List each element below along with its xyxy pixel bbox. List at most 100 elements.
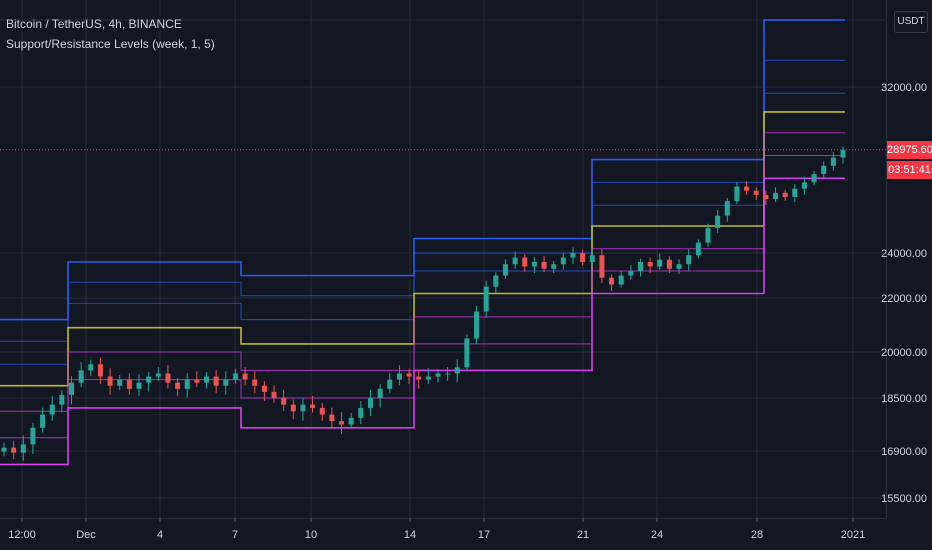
- price-tick-label: 16900.00: [881, 446, 927, 458]
- price-axis[interactable]: 332000.0024000.0022000.0020000.0018500.0…: [881, 15, 927, 505]
- sr-level-line: [0, 19, 845, 321]
- time-tick-label: 14: [404, 529, 416, 541]
- candle-body: [580, 253, 586, 262]
- candle-body: [744, 186, 750, 191]
- candle-body: [772, 192, 778, 200]
- candle-body: [126, 379, 132, 389]
- candle-body: [175, 382, 181, 389]
- candle-body: [271, 391, 277, 398]
- price-tick-label: 20000.00: [881, 347, 927, 359]
- candle-body: [59, 394, 65, 405]
- candle-body: [502, 264, 508, 276]
- candle-body: [676, 264, 682, 269]
- candle-body: [618, 275, 624, 285]
- candle-body: [194, 379, 200, 383]
- candle-body: [734, 186, 740, 202]
- candle-body: [184, 379, 190, 389]
- candle-body: [628, 271, 634, 276]
- candle-body: [406, 373, 412, 377]
- candle-body: [416, 376, 422, 380]
- candle-body: [551, 264, 557, 269]
- candle-body: [261, 385, 267, 392]
- candle-body: [724, 201, 730, 216]
- sr-level-line: [0, 59, 845, 342]
- candle-body: [821, 165, 827, 175]
- candle-body: [107, 376, 113, 386]
- candle-body: [155, 373, 161, 377]
- time-tick-label: 4: [157, 529, 163, 541]
- candle-body: [483, 286, 489, 312]
- candle-body: [531, 262, 537, 267]
- candle-body: [252, 379, 258, 386]
- time-axis[interactable]: 12:00 Dec 4 7 10 14 17 21 24 28 2021: [8, 518, 865, 541]
- candle-body: [811, 174, 817, 183]
- indicator-title[interactable]: Support/Resistance Levels (week, 1, 5): [6, 37, 215, 51]
- candle-body: [1, 447, 7, 452]
- candle-body: [146, 376, 152, 383]
- candle-body: [40, 414, 46, 428]
- candle-body: [300, 404, 306, 412]
- candle-body: [223, 379, 229, 386]
- candle-body: [637, 262, 643, 271]
- candle-body: [425, 376, 431, 380]
- candle-body: [840, 149, 846, 158]
- price-tick-label: 22000.00: [881, 293, 927, 305]
- candle-body: [541, 262, 547, 269]
- candle-body: [695, 242, 701, 256]
- time-tick-label: 7: [232, 529, 238, 541]
- candle-body: [213, 376, 219, 386]
- candle-body: [69, 382, 75, 395]
- candle-body: [715, 215, 721, 229]
- candle-body: [20, 444, 26, 453]
- candle-body: [319, 407, 325, 415]
- current-price-label: 28975.60: [887, 140, 932, 159]
- candle-body: [11, 447, 17, 453]
- candle-body: [753, 190, 759, 195]
- sr-level-line: [0, 132, 845, 412]
- candle-body: [435, 373, 441, 377]
- candle-body: [464, 338, 470, 368]
- time-tick-label: 28: [751, 529, 763, 541]
- price-tick-label: 15500.00: [881, 493, 927, 505]
- candle-body: [474, 311, 480, 339]
- candle-body: [801, 182, 807, 189]
- candle-body: [387, 379, 393, 389]
- time-tick-label: 2021: [841, 529, 865, 541]
- candle-body: [232, 373, 238, 380]
- time-tick-label: 24: [651, 529, 663, 541]
- candle-body: [358, 407, 364, 418]
- candle-body: [445, 373, 451, 375]
- candle-body: [290, 404, 296, 412]
- chart-grid: [0, 0, 886, 518]
- candle-body: [396, 373, 402, 380]
- candle-body: [560, 257, 566, 265]
- candle-body: [647, 262, 653, 267]
- sr-level-line: [0, 155, 845, 439]
- candle-body: [136, 382, 142, 389]
- candle-body: [512, 257, 518, 265]
- candle-body: [242, 373, 248, 380]
- candle-body: [88, 364, 94, 371]
- candle-body: [329, 414, 335, 422]
- time-tick-label: 12:00: [8, 529, 36, 541]
- candle-body: [30, 427, 36, 445]
- candle-body: [792, 188, 798, 197]
- time-tick-label: Dec: [76, 529, 96, 541]
- candle-body: [782, 192, 788, 197]
- support-resistance-levels: [0, 19, 845, 466]
- candle-body: [78, 370, 84, 383]
- currency-unit-button[interactable]: USDT: [894, 11, 928, 33]
- candles: [1, 146, 846, 461]
- candle-body: [522, 257, 528, 267]
- candle-body: [97, 364, 103, 377]
- price-tick-label: 18500.00: [881, 393, 927, 405]
- symbol-title[interactable]: Bitcoin / TetherUS, 4h, BINANCE: [6, 17, 182, 31]
- candle-body: [281, 398, 287, 405]
- price-tick-label: 32000.00: [881, 82, 927, 94]
- candle-body: [165, 373, 171, 383]
- candle-body: [339, 421, 345, 425]
- candle-body: [367, 398, 373, 408]
- sr-level-line: [0, 177, 845, 466]
- candle-body: [599, 255, 605, 278]
